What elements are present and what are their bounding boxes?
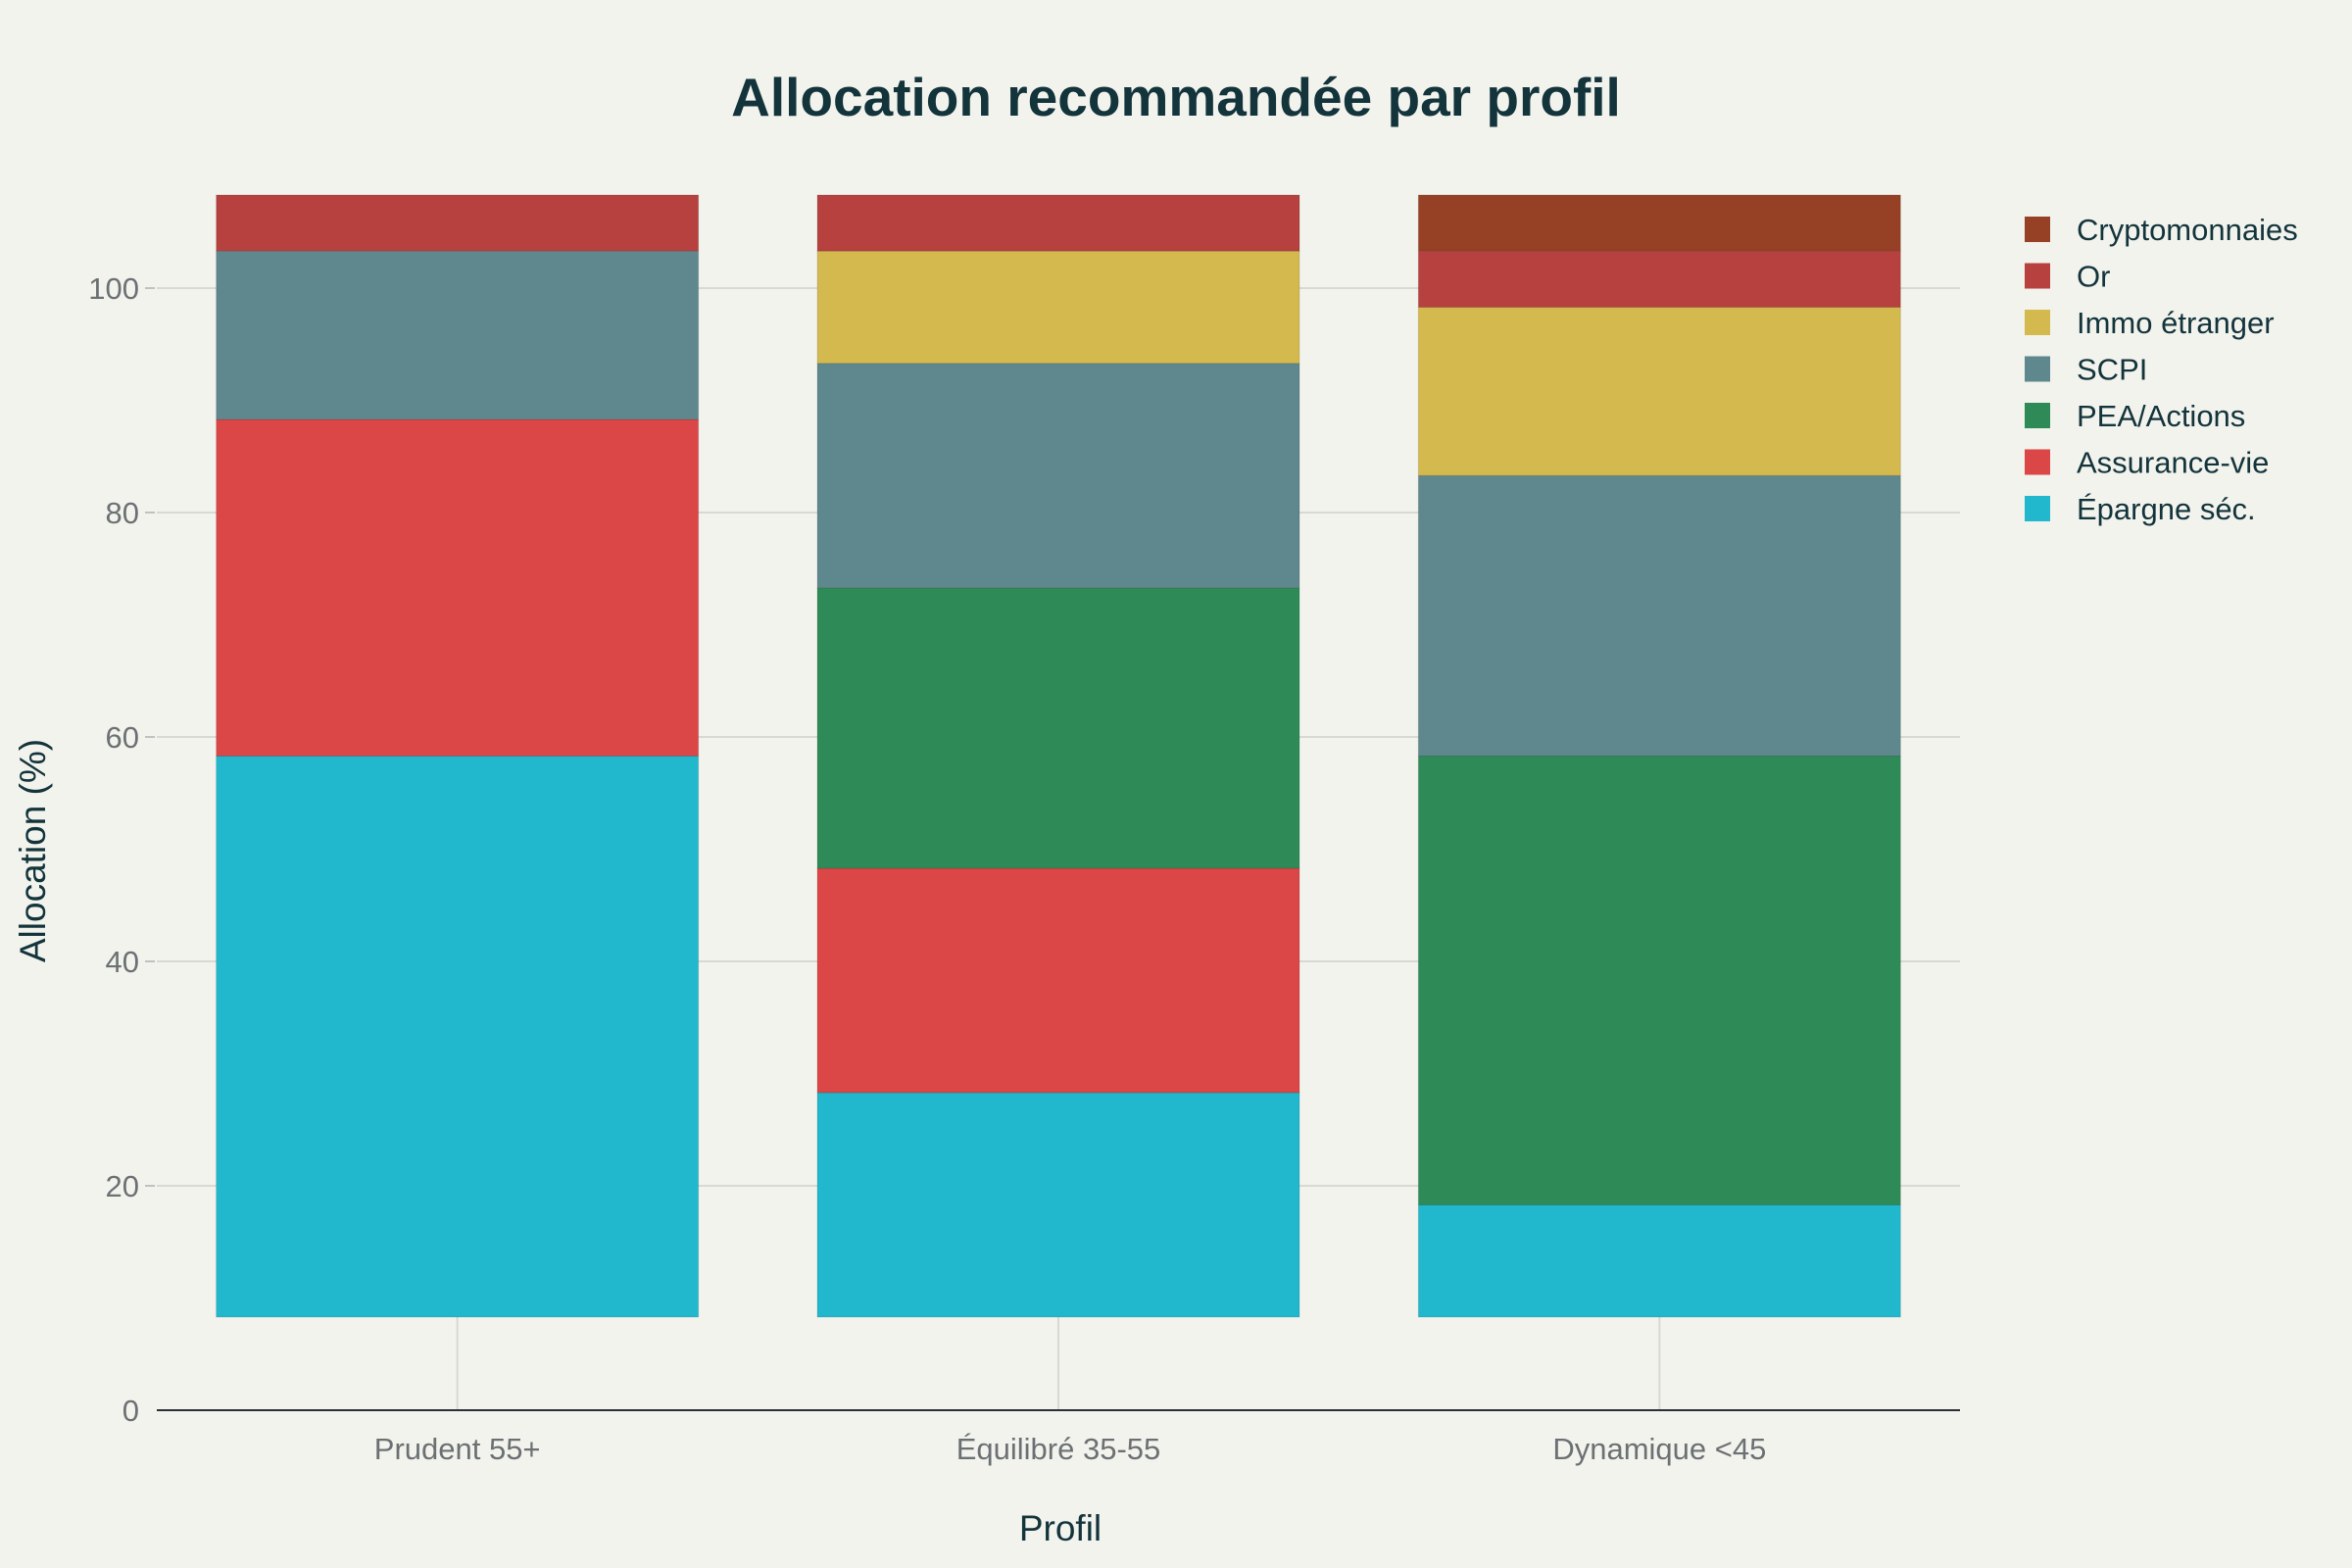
legend-swatch: [2025, 449, 2050, 475]
y-tick-label: 80: [106, 496, 139, 530]
x-tick-label: Équilibré 35-55: [956, 1432, 1161, 1466]
x-tick-label: Prudent 55+: [374, 1432, 541, 1466]
bar-segment: [1417, 474, 1901, 757]
chart-title: Allocation recommandée par profil: [731, 67, 1621, 127]
legend-label: Assurance-vie: [2077, 446, 2269, 480]
y-tick-label: 60: [106, 720, 139, 755]
legend-label: Immo étranger: [2077, 306, 2275, 340]
bar-segment: [1417, 306, 1901, 476]
bar-segment: [216, 755, 700, 1318]
bar-segment: [816, 250, 1300, 365]
legend-label: Épargne séc.: [2077, 492, 2256, 526]
legend: Cryptomonnaies Or Immo étranger SCPI PEA/Act…: [2025, 213, 2298, 526]
bar-segment: [1417, 1203, 1901, 1318]
bars: [216, 194, 1901, 1318]
legend-label: PEA/Actions: [2077, 399, 2245, 433]
bar-segment: [816, 587, 1300, 869]
legend-swatch: [2025, 496, 2050, 521]
bar-segment: [216, 418, 700, 757]
bar-segment: [1417, 250, 1901, 308]
y-tick-label: 100: [88, 271, 139, 306]
y-tick-label: 0: [122, 1394, 139, 1428]
bar-segment: [816, 194, 1300, 252]
legend-swatch: [2025, 403, 2050, 428]
legend-label: SCPI: [2077, 353, 2147, 387]
legend-label: Cryptomonnaies: [2077, 213, 2298, 247]
bar-segment: [816, 1092, 1300, 1318]
bar-segment: [1417, 755, 1901, 1205]
bar-segment: [216, 194, 700, 252]
legend-swatch: [2025, 310, 2050, 335]
bar-segment: [816, 363, 1300, 589]
bar-segment: [816, 867, 1300, 1094]
x-axis-title: Profil: [1019, 1508, 1102, 1548]
x-tick-label: Dynamique <45: [1552, 1432, 1766, 1466]
bar-segment: [216, 250, 700, 420]
legend-swatch: [2025, 263, 2050, 289]
x-axis-ticks: Prudent 55+ Équilibré 35-55 Dynamique <45: [374, 1432, 1767, 1466]
bar-segment: [1417, 194, 1901, 252]
y-axis-title: Allocation (%): [13, 739, 53, 962]
y-axis-ticks: 0 20 40 60 80 100: [88, 271, 155, 1428]
legend-swatch: [2025, 217, 2050, 242]
y-tick-label: 20: [106, 1169, 139, 1203]
y-tick-label: 40: [106, 945, 139, 979]
legend-swatch: [2025, 356, 2050, 382]
legend-label: Or: [2077, 260, 2110, 294]
